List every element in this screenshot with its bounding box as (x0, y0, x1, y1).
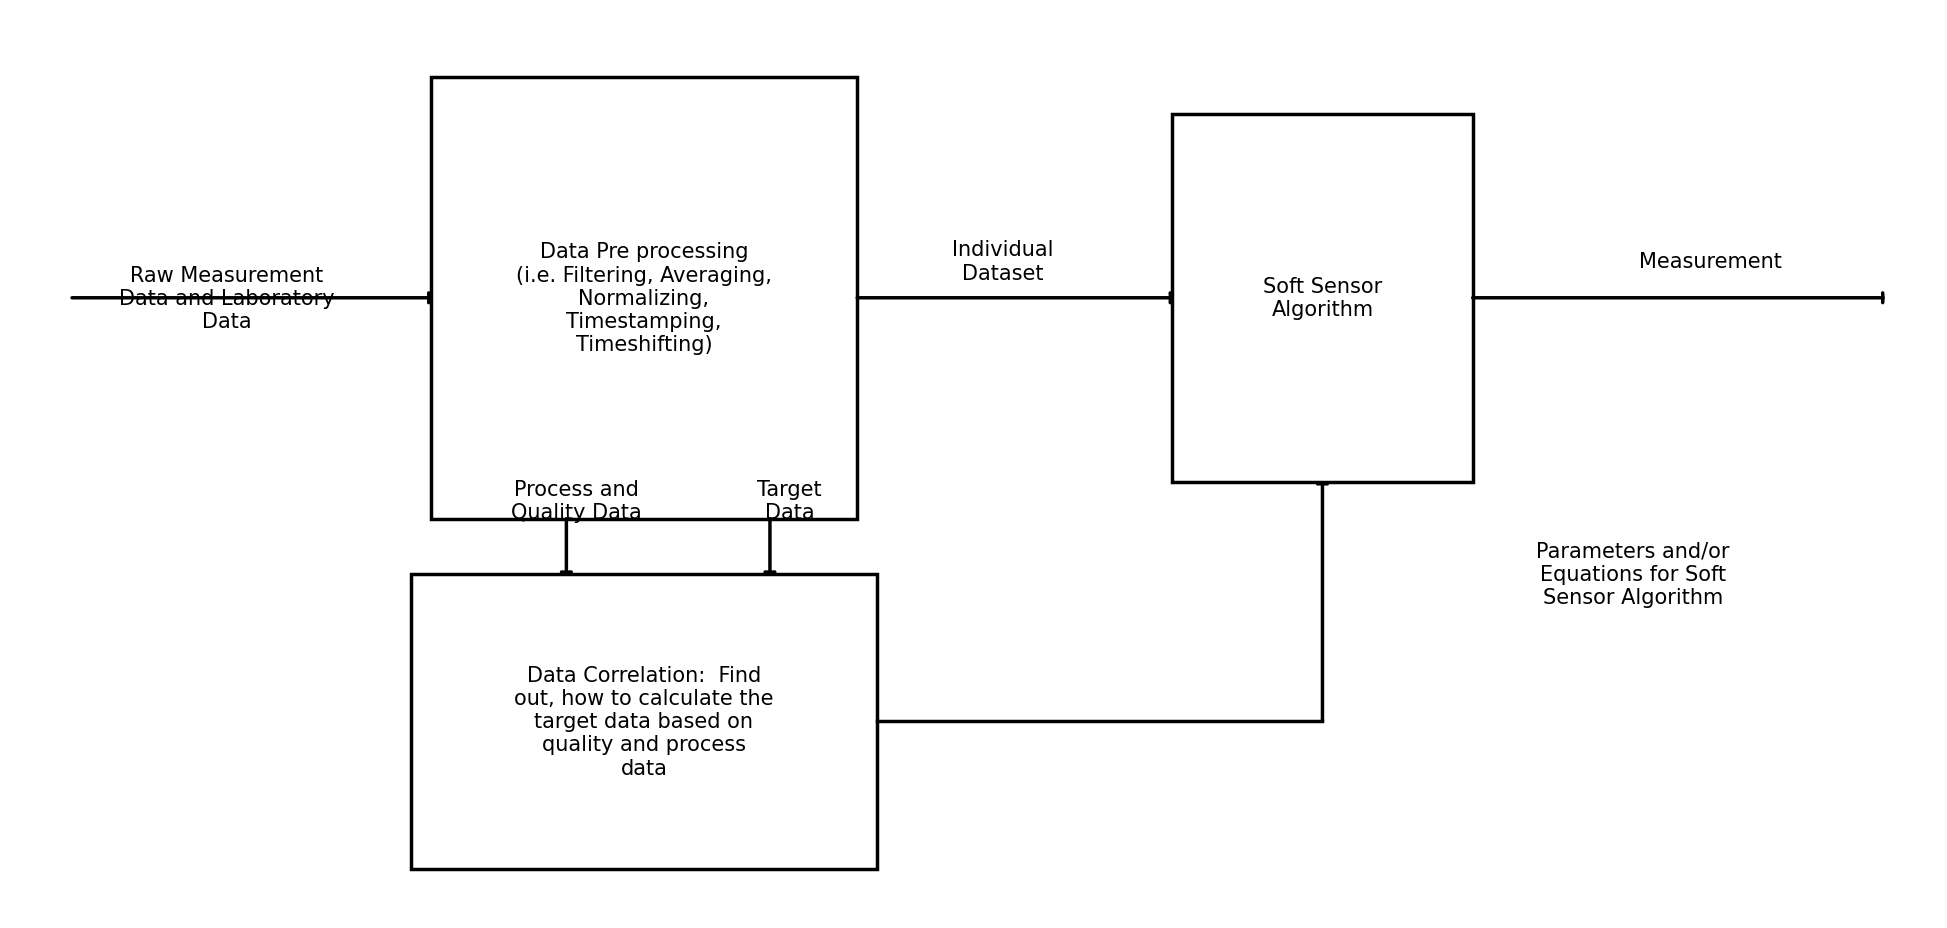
Bar (411, 574, 876, 869)
Text: Soft Sensor
Algorithm: Soft Sensor Algorithm (1264, 277, 1382, 320)
Text: Raw Measurement
Data and Laboratory
Data: Raw Measurement Data and Laboratory Data (119, 265, 335, 331)
Text: Target
Data: Target Data (757, 479, 822, 522)
Bar (1172, 114, 1472, 483)
Text: Parameters and/or
Equations for Soft
Sensor Algorithm: Parameters and/or Equations for Soft Sen… (1536, 541, 1729, 608)
Text: Measurement: Measurement (1639, 251, 1782, 272)
Bar (430, 78, 857, 519)
Text: Data Correlation:  Find
out, how to calculate the
target data based on
quality a: Data Correlation: Find out, how to calcu… (514, 665, 773, 778)
Text: Individual
Dataset: Individual Dataset (952, 240, 1053, 283)
Text: Process and
Quality Data: Process and Quality Data (510, 479, 641, 522)
Text: Data Pre processing
(i.e. Filtering, Averaging,
Normalizing,
Timestamping,
Times: Data Pre processing (i.e. Filtering, Ave… (516, 242, 771, 354)
